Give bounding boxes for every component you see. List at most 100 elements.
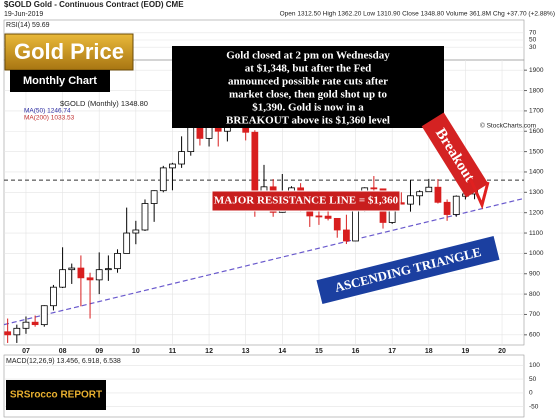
macd-tick-label: 0 [529,390,533,397]
candle-body [187,126,195,153]
candle-body [114,252,121,270]
x-tick-label: 16 [352,348,360,355]
resistance-box [211,190,401,212]
y-tick-label: 600 [529,332,540,339]
candle-body [31,321,39,326]
quote: Open 1312.50 High 1362.20 Low 1310.90 Cl… [280,11,555,18]
rsi-label: RSI(14) 59.69 [6,22,50,29]
x-tick-label: 07 [22,348,30,355]
x-tick-label: 09 [95,348,103,355]
x-tick-label: 12 [205,348,213,355]
y-tick-label: 1000 [529,250,544,257]
candle-body [132,229,140,234]
candle-body [150,190,158,204]
x-tick-label: 13 [242,348,250,355]
x-tick-label: 17 [388,348,396,355]
candle-body [425,186,433,193]
subtitle: Monthly Chart [23,75,97,87]
x-tick-label: 08 [59,348,67,355]
candle-body [77,267,85,279]
x-tick-label: 11 [169,348,177,355]
candle-body [13,327,21,336]
rsi-tick-label: 30 [529,44,537,51]
ma200-label: MA(200) 1033.53 [24,115,75,122]
price-label: $GOLD (Monthly) 1348.80 [60,99,148,108]
candle-body [86,277,94,281]
candle-body [196,126,204,139]
y-tick-label: 1400 [529,169,544,176]
triangle-box [314,234,502,306]
note-line: market close, then gold shot up to [229,89,387,101]
candle-body [324,215,332,219]
y-tick-label: 1900 [529,67,544,74]
note-line: Gold closed at 2 pm on Wednesday [226,50,390,62]
macd-tick-label: 100 [529,362,540,369]
candle-body [407,195,414,205]
note-line: at $1,348, but after the Fed [245,63,372,75]
y-tick-label: 1600 [529,128,544,135]
logo-box [6,380,106,410]
candle-body [443,201,451,215]
y-tick-label: 800 [529,291,540,298]
x-tick-label: 19 [462,348,470,355]
macd-tick-label: 50 [529,376,537,383]
candle-body [4,331,12,336]
chart-title: Gold Price [14,39,124,64]
candle-body [434,186,442,203]
y-tick-label: 700 [529,311,540,318]
candle-body [452,195,460,215]
support-line [3,197,525,326]
x-tick-label: 18 [425,348,433,355]
y-tick-label: 1300 [529,189,544,196]
candle-body [159,167,167,192]
candle-body [315,215,323,218]
candle-body [50,286,57,307]
note-line: $1,390. Gold is now in a [252,102,364,114]
ma50-label: MA(50) 1246.74 [24,108,71,115]
x-tick-label: 20 [498,348,506,355]
candle-body [343,229,350,242]
copyright: © StockCharts.com [480,122,536,130]
y-tick-label: 1100 [529,230,543,237]
note-box [172,46,444,128]
candle-body [123,232,131,254]
candle-body [178,151,185,165]
resistance-label: MAJOR RESISTANCE LINE = $1,360 [214,195,399,207]
macd-tick-label: -50 [529,403,539,410]
candle-body [95,269,103,281]
candle-body [59,269,66,288]
note-line: announced possible rate cuts after [228,76,388,88]
date: 19-Jun-2019 [4,11,43,18]
arrow [468,177,490,210]
candle-body [141,203,149,231]
candle-body [333,217,341,231]
y-tick-label: 1800 [529,87,544,94]
y-tick-label: 900 [529,270,540,277]
y-tick-label: 1700 [529,108,544,115]
breakout-box [421,112,489,198]
candle-body [370,187,378,190]
rsi-tick-label: 50 [529,37,537,44]
x-tick-label: 15 [315,348,323,355]
x-tick-label: 14 [278,348,286,355]
candle-body [40,305,48,326]
macd-panel [3,354,525,418]
rsi-tick-label: 70 [529,30,537,37]
candle-body [416,191,424,197]
note-line: BREAKOUT above its $1,360 level [226,115,390,127]
candle-body [104,268,112,271]
candle-body [22,321,30,329]
x-tick-label: 10 [132,348,140,355]
logo: SRSrocco REPORT [10,390,102,401]
subtitle-box [10,70,110,92]
title-box [4,33,134,71]
candle-body [68,267,76,271]
y-tick-label: 1200 [529,209,544,216]
candle-body [169,163,176,169]
macd-label: MACD(12,26,9) 13.456, 6.918, 6.538 [6,358,121,365]
header: $GOLD Gold - Continuous Contract (EOD) C… [4,0,184,9]
y-tick-label: 1500 [529,148,544,155]
